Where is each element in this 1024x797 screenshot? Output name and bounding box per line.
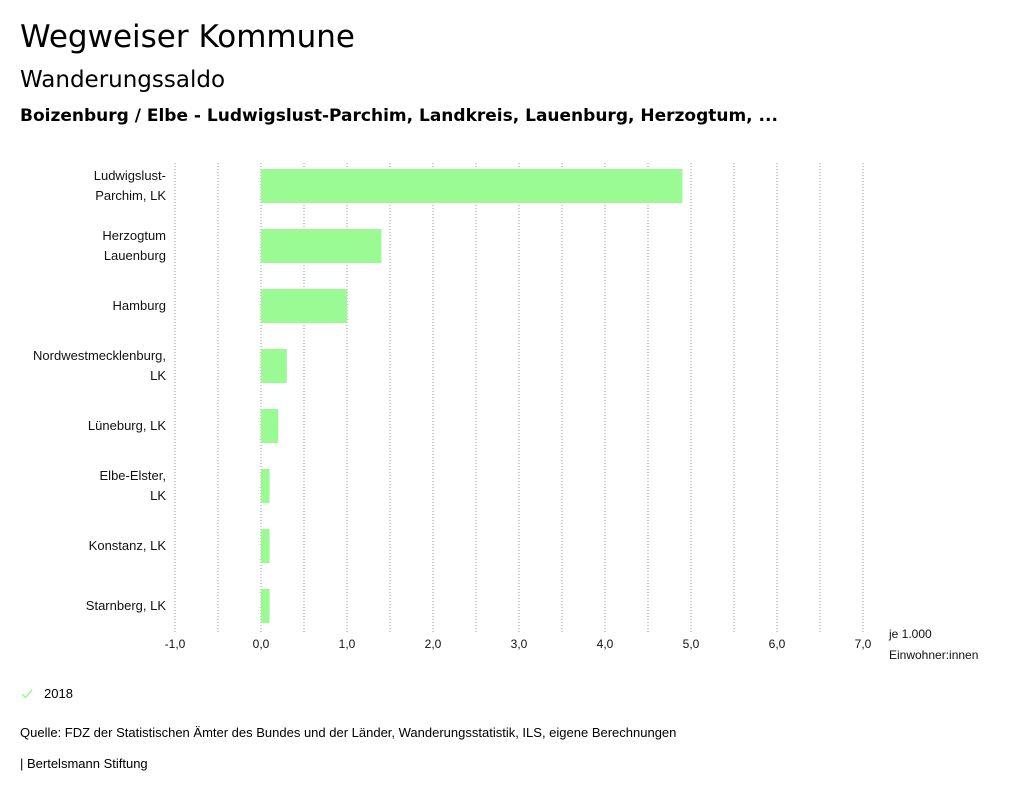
check-icon xyxy=(21,689,33,699)
bar-4[interactable] xyxy=(261,349,287,383)
category-label: Hamburg xyxy=(113,298,166,313)
x-tick-label: 7,0 xyxy=(855,637,872,651)
x-tick-label: 5,0 xyxy=(683,637,700,651)
chart-subtitle: Wanderungssaldo xyxy=(20,67,226,93)
page-title: Wegweiser Kommune xyxy=(20,19,355,55)
x-tick-label: 1,0 xyxy=(339,637,356,651)
category-label: Lauenburg xyxy=(104,248,166,263)
category-label: Ludwigslust- xyxy=(94,168,166,183)
legend-label: 2018 xyxy=(44,686,73,701)
legend-item-2018[interactable]: 2018 xyxy=(20,686,73,701)
bar-chart: -1,0 0,0 1,0 2,0 3,0 4,0 5,0 6,0 7,0 je 1.000 Einw… xyxy=(33,163,978,662)
bar-5[interactable] xyxy=(261,409,279,443)
bar-2[interactable] xyxy=(261,229,382,263)
x-tick-label: 3,0 xyxy=(511,637,528,651)
source-note: Quelle: FDZ der Statistischen Ämter des … xyxy=(20,725,677,740)
category-label: LK xyxy=(150,488,166,503)
bar-1[interactable] xyxy=(261,169,683,203)
bar-3[interactable] xyxy=(261,289,347,323)
category-label: Elbe-Elster, xyxy=(100,468,166,483)
category-label: Herzogtum xyxy=(102,228,166,243)
region-context: Boizenburg / Elbe - Ludwigslust-Parchim,… xyxy=(20,106,778,126)
bar-6[interactable] xyxy=(261,469,270,503)
x-tick-label: 2,0 xyxy=(425,637,442,651)
x-axis-unit-label: je 1.000 xyxy=(888,627,932,641)
x-tick-label: 0,0 xyxy=(253,637,270,651)
category-label: Starnberg, LK xyxy=(86,598,167,613)
x-axis-unit-label: Einwohner:innen xyxy=(889,648,978,662)
credit-note[interactable]: | Bertelsmann Stiftung xyxy=(20,756,148,771)
category-label: Lüneburg, LK xyxy=(88,418,166,433)
category-label: Nordwestmecklenburg, xyxy=(33,348,166,363)
bar-7[interactable] xyxy=(261,529,270,563)
category-label: Parchim, LK xyxy=(95,188,166,203)
x-tick-label: -1,0 xyxy=(165,637,186,651)
x-tick-label: 4,0 xyxy=(597,637,614,651)
bar-8[interactable] xyxy=(261,589,270,623)
category-label: Konstanz, LK xyxy=(89,538,167,553)
category-label: LK xyxy=(150,368,166,383)
x-tick-label: 6,0 xyxy=(769,637,786,651)
